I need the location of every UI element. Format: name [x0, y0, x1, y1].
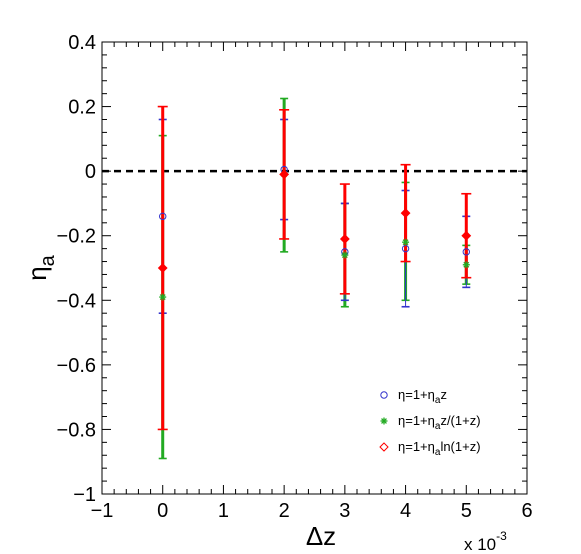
markers-star: [159, 170, 470, 301]
legend-label-rest: ln(1+z): [440, 439, 480, 454]
data-point: [341, 251, 349, 259]
axis-ticks: −1 0 1 2 3 4 5 6 −1 −0.8 −0.6 −0.4 −0.2 0 0.2 0.4: [57, 32, 533, 522]
data-point: [159, 212, 167, 221]
series-diamond: [157, 105, 472, 431]
y-tick-label: 0.4: [68, 32, 96, 54]
legend-entry: η=1+ηaz/(1+z): [380, 413, 481, 432]
x-tick-label: 0: [157, 500, 168, 522]
legend-entry: η=1+ηaln(1+z): [379, 439, 481, 458]
data-point: [279, 169, 290, 180]
x-multiplier-base: x 10: [464, 535, 496, 554]
y-tick-label: −0.4: [57, 290, 96, 312]
x-tick-label: 1: [218, 500, 229, 522]
x-tick-label: 5: [461, 500, 472, 522]
legend-marker: [380, 417, 388, 425]
markers-open-circle: [159, 165, 470, 256]
markers-diamond: [157, 169, 472, 273]
x-multiplier-exponent: -3: [496, 529, 507, 543]
plot-border: [101, 41, 528, 495]
data-point: [461, 230, 472, 241]
star-stroke: [159, 294, 166, 300]
legend-label: η=1+ηaln(1+z): [398, 439, 481, 458]
legend-label-sub: a: [435, 421, 441, 432]
y-tick-label: −0.6: [57, 355, 96, 377]
legend-label: η=1+ηaz/(1+z): [398, 413, 481, 432]
legend-label-rest: z/(1+z): [440, 413, 480, 428]
legend-entry: η=1+ηaz: [380, 387, 447, 406]
legend-label-sub: a: [435, 395, 441, 406]
legend-label-main: η=1+η: [398, 413, 435, 428]
legend-label-sub: a: [435, 447, 441, 458]
y-tick-label: −0.8: [57, 419, 96, 441]
data-point: [400, 208, 411, 219]
data-point: [339, 234, 350, 244]
y-axis-label-main: η: [22, 266, 52, 280]
star-stroke: [341, 252, 348, 259]
x-tick-label: 6: [521, 500, 532, 522]
series-open-circle: [158, 118, 471, 315]
plot-frame: [101, 41, 528, 495]
x-tick-label: 4: [400, 500, 411, 522]
data-point: [157, 263, 168, 273]
x-tick-label: 2: [279, 500, 290, 522]
data-point: [462, 261, 470, 269]
y-tick-label: 0.2: [68, 97, 96, 119]
legend-label-main: η=1+η: [398, 439, 435, 454]
y-axis-label-sub: a: [37, 254, 59, 266]
legend-label: η=1+ηaz: [398, 387, 447, 406]
x-tick-label: −1: [91, 500, 114, 522]
x-multiplier-label: x 10-3: [464, 529, 507, 554]
x-tick-label: 3: [339, 500, 350, 522]
legend-label-rest: z: [440, 387, 447, 402]
legend-marker: [379, 442, 389, 452]
data-point: [462, 248, 470, 256]
data-point: [159, 293, 167, 301]
series-star: [158, 97, 471, 460]
y-axis-label: ηa: [22, 254, 59, 280]
star-stroke: [463, 261, 470, 268]
data-series: [157, 97, 472, 460]
y-tick-label: 0: [85, 161, 96, 183]
legend-label-main: η=1+η: [398, 387, 435, 402]
star-stroke: [402, 239, 409, 246]
y-tick-label: −1: [73, 484, 96, 506]
data-point: [402, 238, 410, 246]
legend-marker: [380, 391, 388, 399]
y-tick-label: −0.2: [57, 226, 96, 248]
x-axis-label: Δz: [306, 521, 336, 551]
svg-text:ηa: ηa: [22, 254, 59, 280]
star-stroke: [381, 418, 387, 424]
